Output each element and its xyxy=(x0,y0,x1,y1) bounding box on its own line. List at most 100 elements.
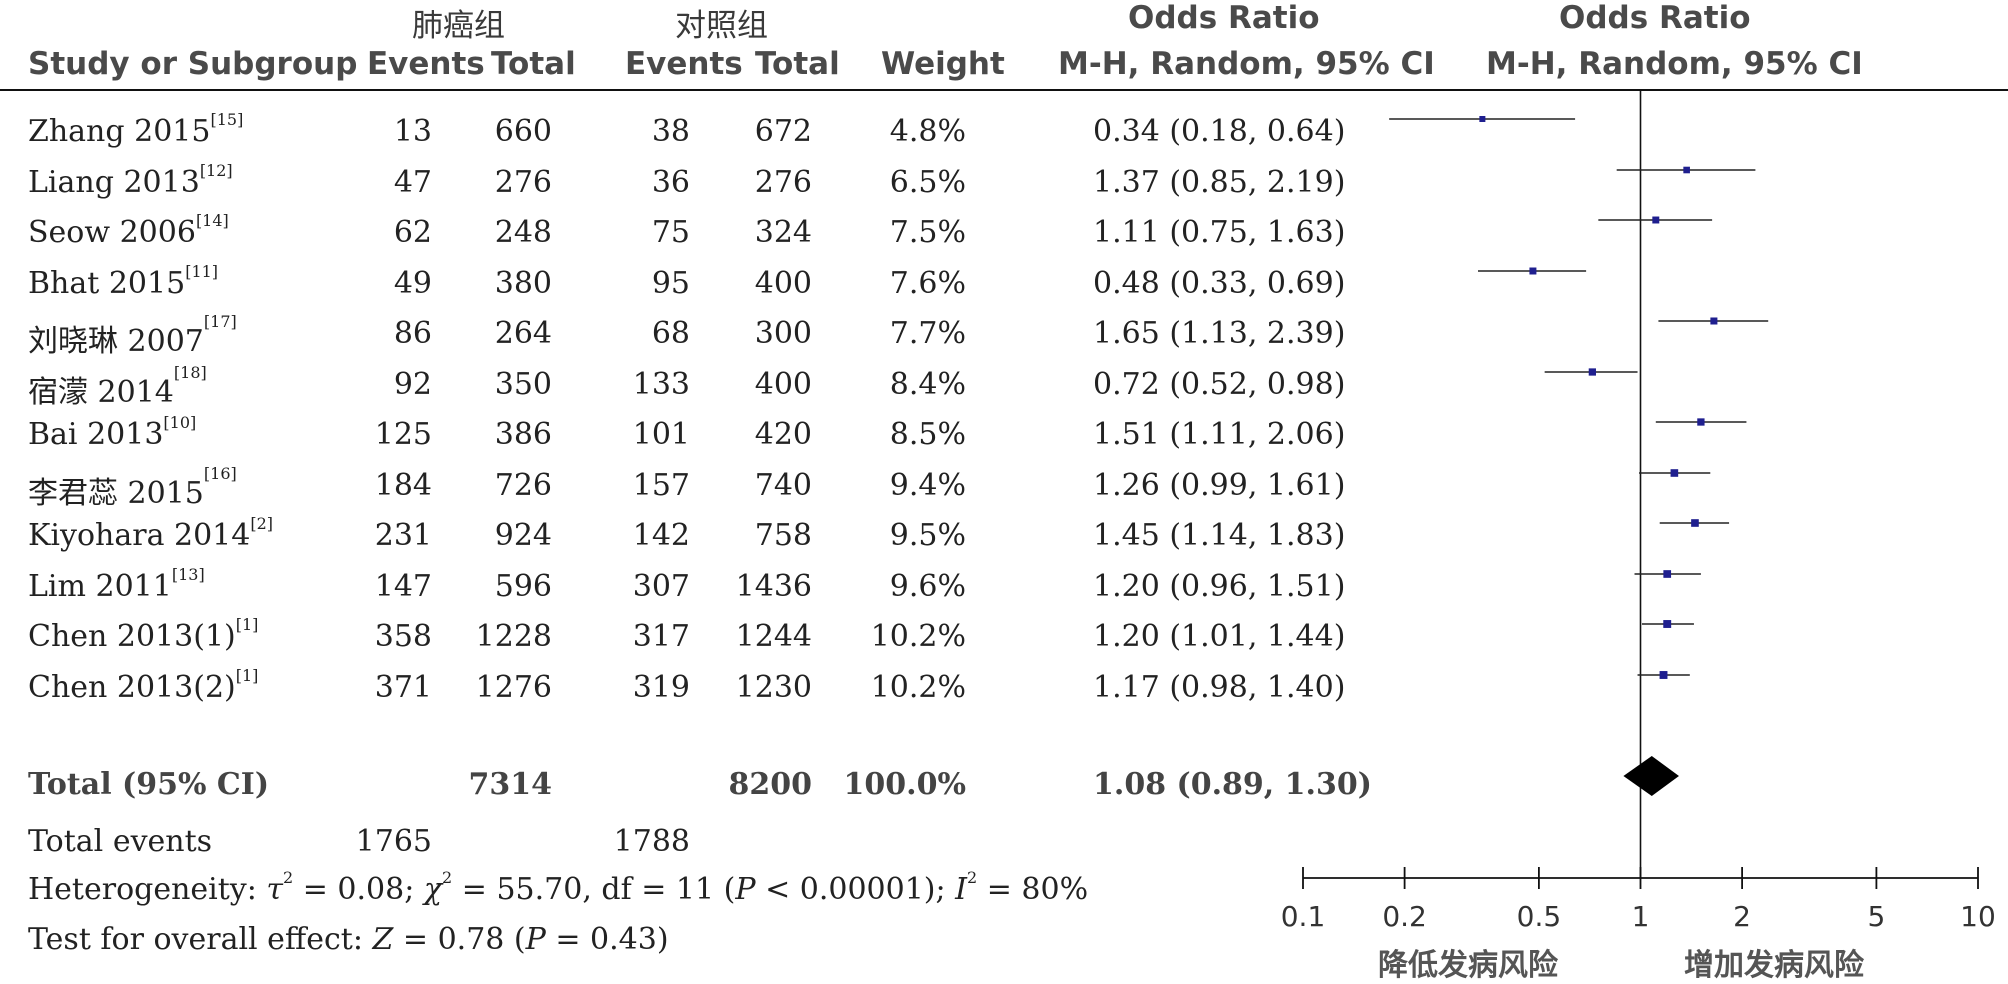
effect-marker xyxy=(1691,519,1699,527)
x-axis-tick-label: 10 xyxy=(1960,900,1996,933)
control-total: 1436 xyxy=(735,569,812,604)
study-or-ci: 1.26 (0.99, 1.61) xyxy=(1093,468,1346,503)
study-weight: 7.5% xyxy=(889,215,966,250)
chi-value: = 55.70, df = 11 ( xyxy=(452,872,736,907)
study-name-text: Bai 2013 xyxy=(28,417,164,452)
z-value: = 0.78 ( xyxy=(393,922,526,957)
case-events: 147 xyxy=(374,569,432,604)
study-name-text: Liang 2013 xyxy=(28,165,200,200)
control-events: 95 xyxy=(651,266,690,301)
case-events: 47 xyxy=(393,165,432,200)
study-or-ci: 0.72 (0.52, 0.98) xyxy=(1093,367,1346,402)
study-weight: 8.4% xyxy=(889,367,966,402)
study-name: Bhat 2015[11] xyxy=(28,262,218,301)
chi-symbol: χ xyxy=(423,872,443,907)
study-name-text: Chen 2013(1) xyxy=(28,619,236,654)
study-reference: [11] xyxy=(185,262,219,281)
case-total: 924 xyxy=(494,518,552,553)
control-total: 1230 xyxy=(735,670,812,705)
control-events: 142 xyxy=(632,518,690,553)
effect-marker xyxy=(1670,469,1679,477)
control-events: 317 xyxy=(632,619,690,654)
or-title-header: Odds Ratio xyxy=(1128,0,1320,36)
case-total: 350 xyxy=(494,367,552,402)
study-weight: 10.2% xyxy=(870,619,966,654)
study-name: 刘晓琳 2007[17] xyxy=(28,312,237,360)
study-or-ci: 1.37 (0.85, 2.19) xyxy=(1093,165,1346,200)
study-weight: 7.6% xyxy=(889,266,966,301)
case-total: 264 xyxy=(494,316,552,351)
x-axis-tick-label: 2 xyxy=(1733,900,1752,933)
total-events-case: 1765 xyxy=(355,824,432,859)
case-events: 125 xyxy=(374,417,432,452)
case-total: 726 xyxy=(494,468,552,503)
study-reference: [2] xyxy=(250,514,274,533)
study-name: Chen 2013(2)[1] xyxy=(28,666,258,705)
study-or-ci: 0.34 (0.18, 0.64) xyxy=(1093,114,1346,149)
control-total: 1244 xyxy=(735,619,812,654)
study-name-text: Lim 2011 xyxy=(28,569,172,604)
study-weight: 9.5% xyxy=(889,518,966,553)
x-axis-tick-label: 0.5 xyxy=(1516,900,1562,933)
study-reference: [18] xyxy=(173,363,207,382)
study-name-text: Seow 2006 xyxy=(28,215,196,250)
study-reference: [12] xyxy=(199,161,233,180)
study-reference: [15] xyxy=(210,110,244,129)
total-label: Total (95% CI) xyxy=(28,767,270,802)
study-name-text: 刘晓琳 2007 xyxy=(28,324,204,359)
study-weight: 9.6% xyxy=(889,569,966,604)
overall-p-symbol: P xyxy=(525,922,546,957)
control-total: 740 xyxy=(754,468,812,503)
case-group-header: 肺癌组 xyxy=(412,8,505,44)
overall-p-value: = 0.43) xyxy=(545,922,669,957)
study-name: 李君蕊 2015[16] xyxy=(28,464,237,512)
control-total: 420 xyxy=(754,417,812,452)
study-name-text: 宿濛 2014 xyxy=(28,375,174,410)
study-or-ci: 1.20 (1.01, 1.44) xyxy=(1093,619,1346,654)
control-total: 672 xyxy=(754,114,812,149)
chi-squared: 2 xyxy=(442,868,453,887)
study-weight: 4.8% xyxy=(889,114,966,149)
case-events: 371 xyxy=(374,670,432,705)
study-or-ci: 1.65 (1.13, 2.39) xyxy=(1093,316,1346,351)
control-events: 307 xyxy=(632,569,690,604)
tau-symbol: τ xyxy=(266,872,284,907)
control-total: 324 xyxy=(754,215,812,250)
or-method-header: M-H, Random, 95% CI xyxy=(1058,46,1435,82)
study-weight: 8.5% xyxy=(889,417,966,452)
x-axis-tick-label: 5 xyxy=(1867,900,1886,933)
case-total: 1228 xyxy=(475,619,552,654)
case-events: 92 xyxy=(393,367,432,402)
study-name: Kiyohara 2014[2] xyxy=(28,514,273,553)
study-name: Zhang 2015[15] xyxy=(28,110,243,149)
case-total: 660 xyxy=(494,114,552,149)
total-events-control: 1788 xyxy=(613,824,690,859)
case-events: 231 xyxy=(374,518,432,553)
total-ci: 1.08 (0.89, 1.30) xyxy=(1093,767,1372,802)
i-symbol: I xyxy=(955,872,968,907)
study-name: Bai 2013[10] xyxy=(28,413,196,452)
control-total: 300 xyxy=(754,316,812,351)
effect-marker xyxy=(1683,166,1690,174)
study-weight: 6.5% xyxy=(889,165,966,200)
effect-marker xyxy=(1529,267,1537,275)
study-or-ci: 1.45 (1.14, 1.83) xyxy=(1093,518,1346,553)
total-case-total: 7314 xyxy=(468,767,553,802)
effect-marker xyxy=(1697,418,1705,426)
study-name: 宿濛 2014[18] xyxy=(28,363,207,411)
control-events: 319 xyxy=(632,670,690,705)
control-events: 68 xyxy=(651,316,690,351)
overall-effect-test: Test for overall effect: Z = 0.78 (P = 0… xyxy=(28,922,669,957)
study-weight: 10.2% xyxy=(870,670,966,705)
study-or-ci: 1.51 (1.11, 2.06) xyxy=(1093,417,1346,452)
study-column-header: Study or Subgroup xyxy=(28,46,358,82)
control-events-header: Events xyxy=(625,46,743,82)
tau-value: = 0.08; xyxy=(293,872,424,907)
study-name-text: Kiyohara 2014 xyxy=(28,518,251,553)
case-events: 62 xyxy=(393,215,432,250)
weight-header: Weight xyxy=(881,46,1005,82)
total-weight: 100.0% xyxy=(843,767,966,802)
total-control-total: 8200 xyxy=(728,767,813,802)
study-or-ci: 1.11 (0.75, 1.63) xyxy=(1093,215,1346,250)
